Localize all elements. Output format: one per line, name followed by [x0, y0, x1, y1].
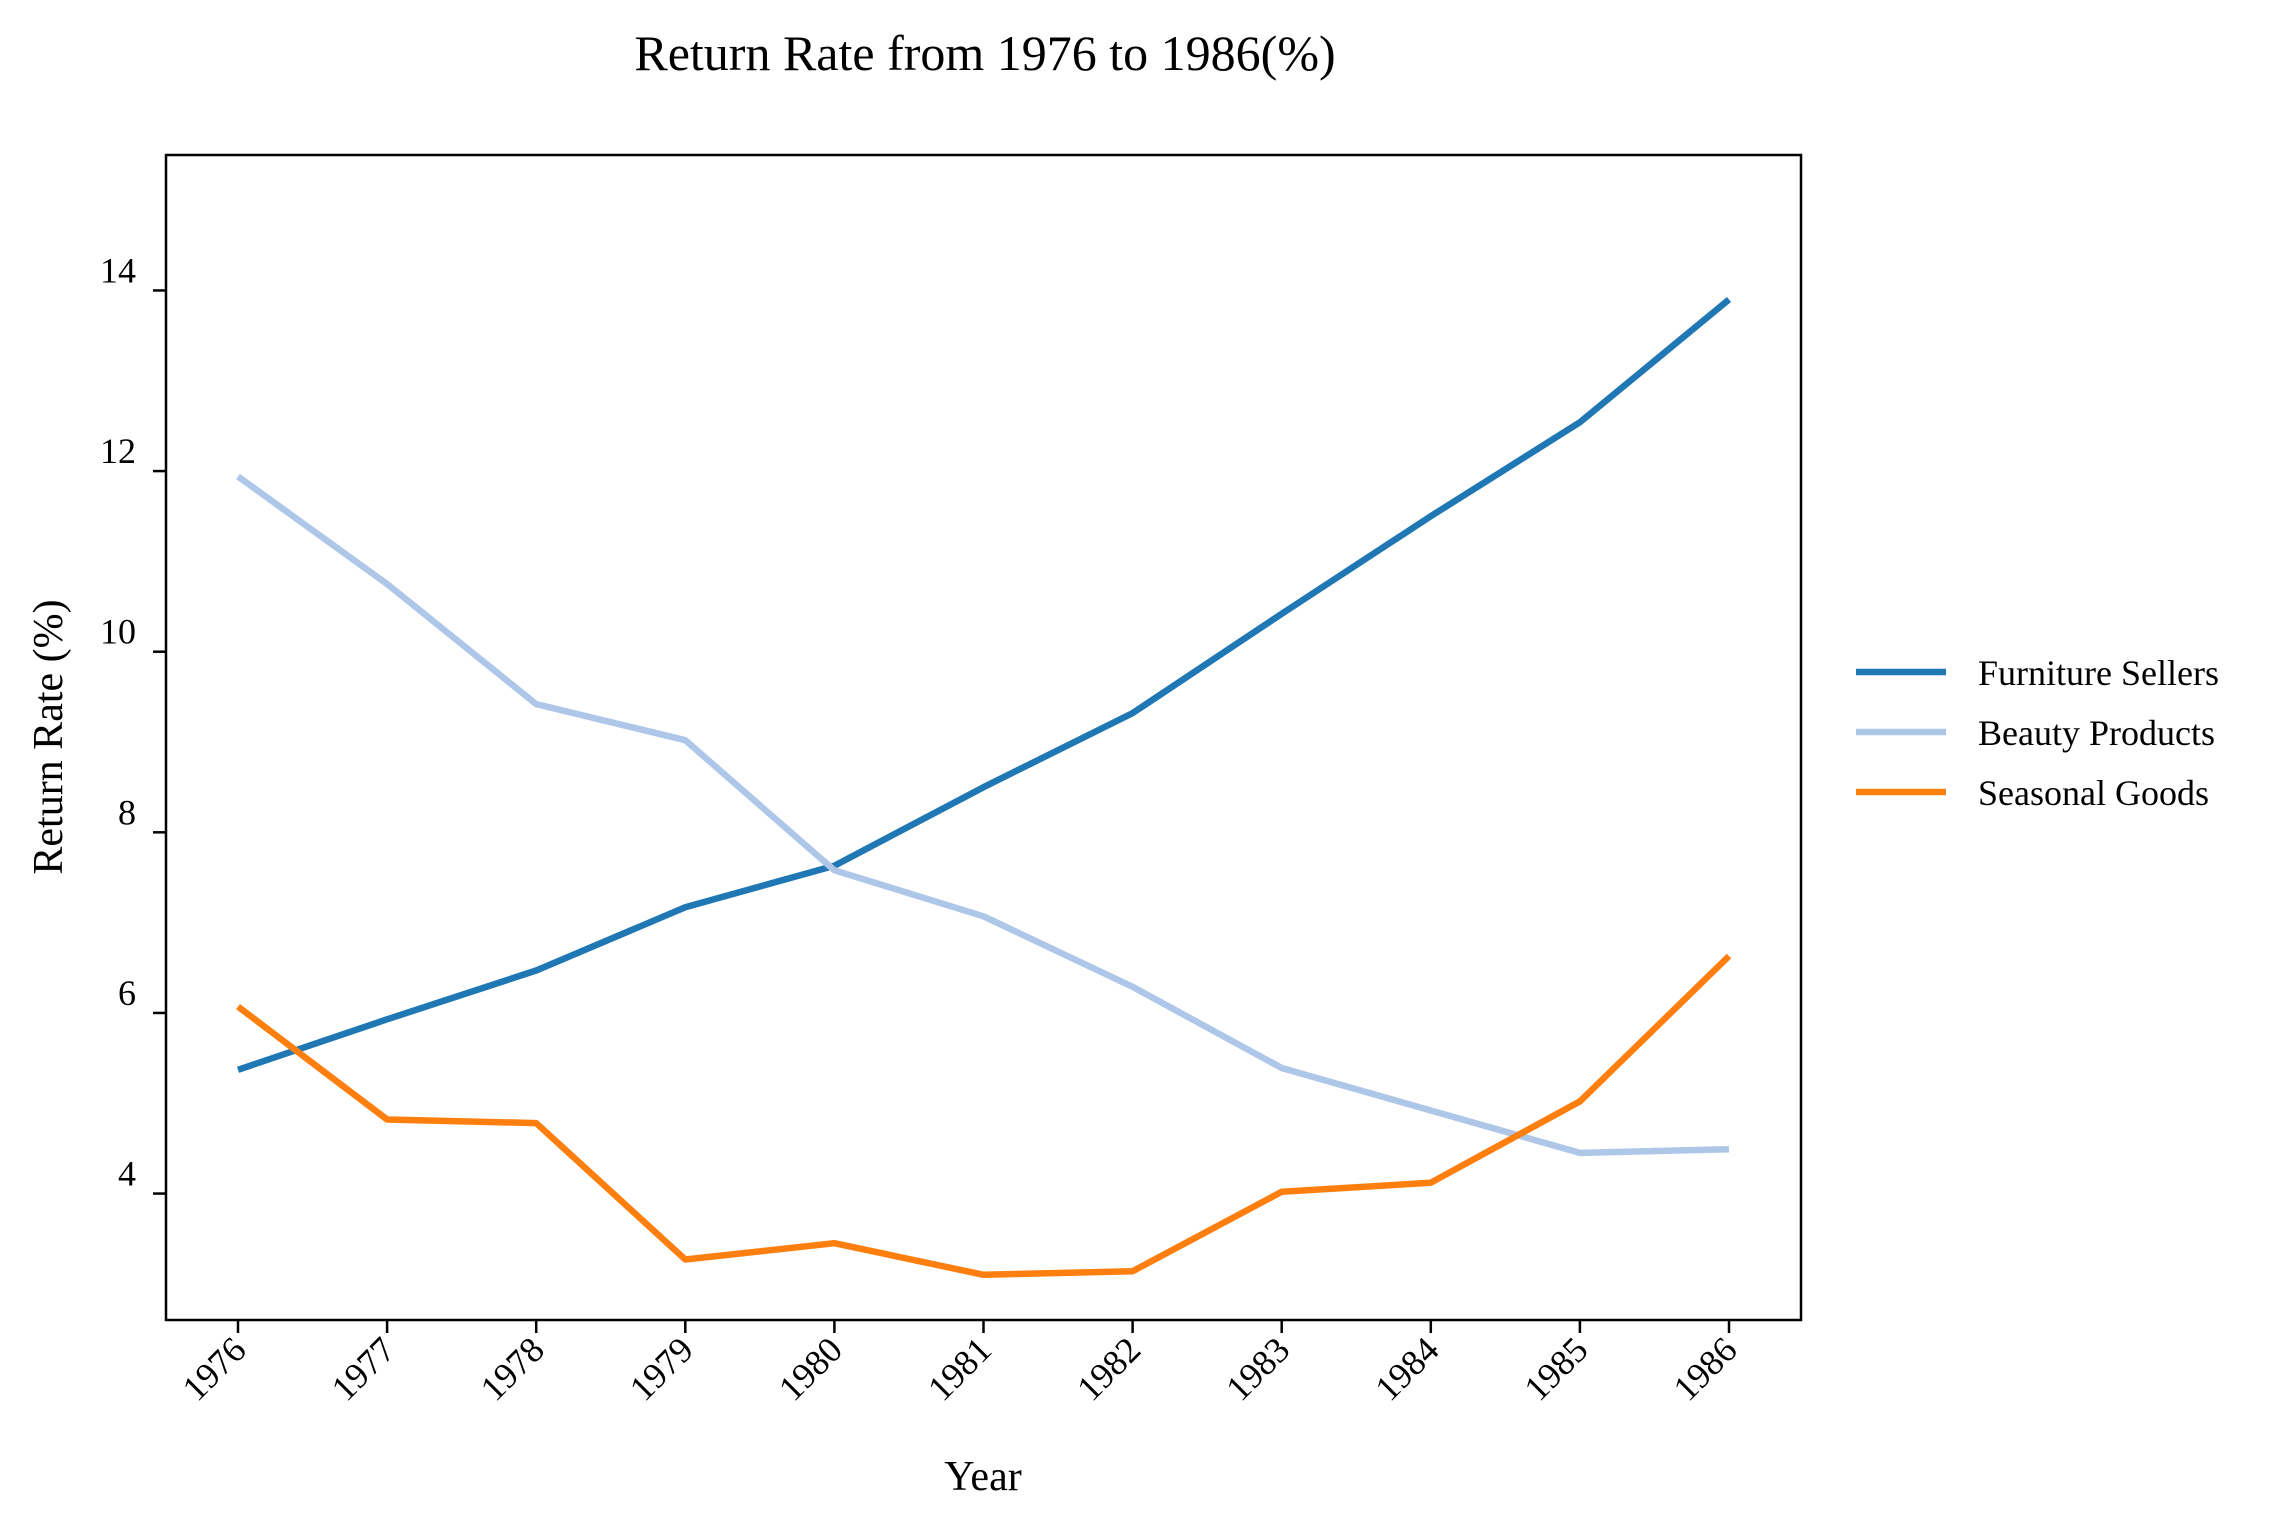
series-line-seasonal-goods [236, 953, 1732, 1279]
y-tick-label: 8 [118, 792, 136, 832]
legend-label: Furniture Sellers [1978, 653, 2219, 693]
y-tick-label: 14 [100, 250, 136, 290]
x-tick-label: 1978 [473, 1329, 552, 1408]
series-line-furniture-sellers [236, 296, 1732, 1073]
x-tick-label: 1977 [324, 1329, 403, 1408]
x-axis-label: Year [944, 1454, 1021, 1500]
x-tick-label: 1980 [771, 1329, 850, 1408]
y-axis-label: Return Rate (%) [26, 599, 72, 874]
x-axis: 1976 1977 1978 1979 1980 1981 1982 1983 1984 1985… [174, 1320, 1745, 1409]
legend-label: Beauty Products [1978, 713, 2215, 753]
x-tick-label: 1984 [1367, 1329, 1446, 1408]
y-tick-label: 6 [118, 973, 136, 1013]
y-tick-label: 4 [118, 1154, 136, 1194]
x-tick-label: 1979 [622, 1329, 701, 1408]
series-lines [236, 296, 1732, 1279]
y-tick-label: 12 [100, 431, 136, 471]
legend: Furniture Sellers Beauty Products Seasonal… [1856, 653, 2219, 813]
x-tick-label: 1985 [1516, 1329, 1595, 1408]
y-tick-label: 10 [100, 612, 136, 652]
series-line-beauty-products [236, 473, 1730, 1157]
x-tick-label: 1982 [1069, 1329, 1148, 1408]
x-tick-label: 1986 [1665, 1329, 1744, 1408]
x-tick-label: 1976 [174, 1329, 253, 1408]
x-tick-label: 1981 [920, 1329, 999, 1408]
chart-title: Return Rate from 1976 to 1986(%) [634, 25, 1335, 81]
x-tick-label: 1983 [1218, 1329, 1297, 1408]
y-axis: 4 6 8 10 12 14 [100, 250, 166, 1195]
legend-label: Seasonal Goods [1978, 773, 2209, 813]
